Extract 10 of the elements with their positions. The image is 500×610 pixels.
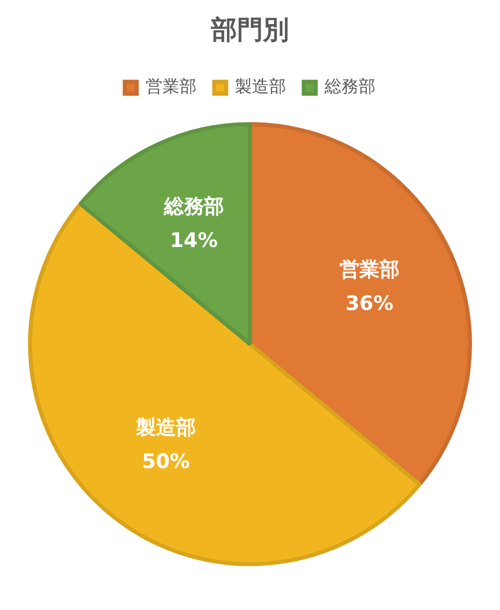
data-label: 36% (346, 291, 394, 316)
slice-label: 総務部 (162, 194, 224, 218)
slice-label: 製造部 (134, 415, 196, 440)
data-label: 50% (142, 449, 190, 474)
legend-label: 製造部 (234, 77, 286, 98)
chart-title: 部門別 (210, 15, 289, 46)
data-label: 14% (170, 228, 218, 252)
legend-label: 総務部 (323, 77, 376, 98)
legend-label: 営業部 (145, 77, 196, 98)
slice-label: 営業部 (339, 257, 400, 282)
